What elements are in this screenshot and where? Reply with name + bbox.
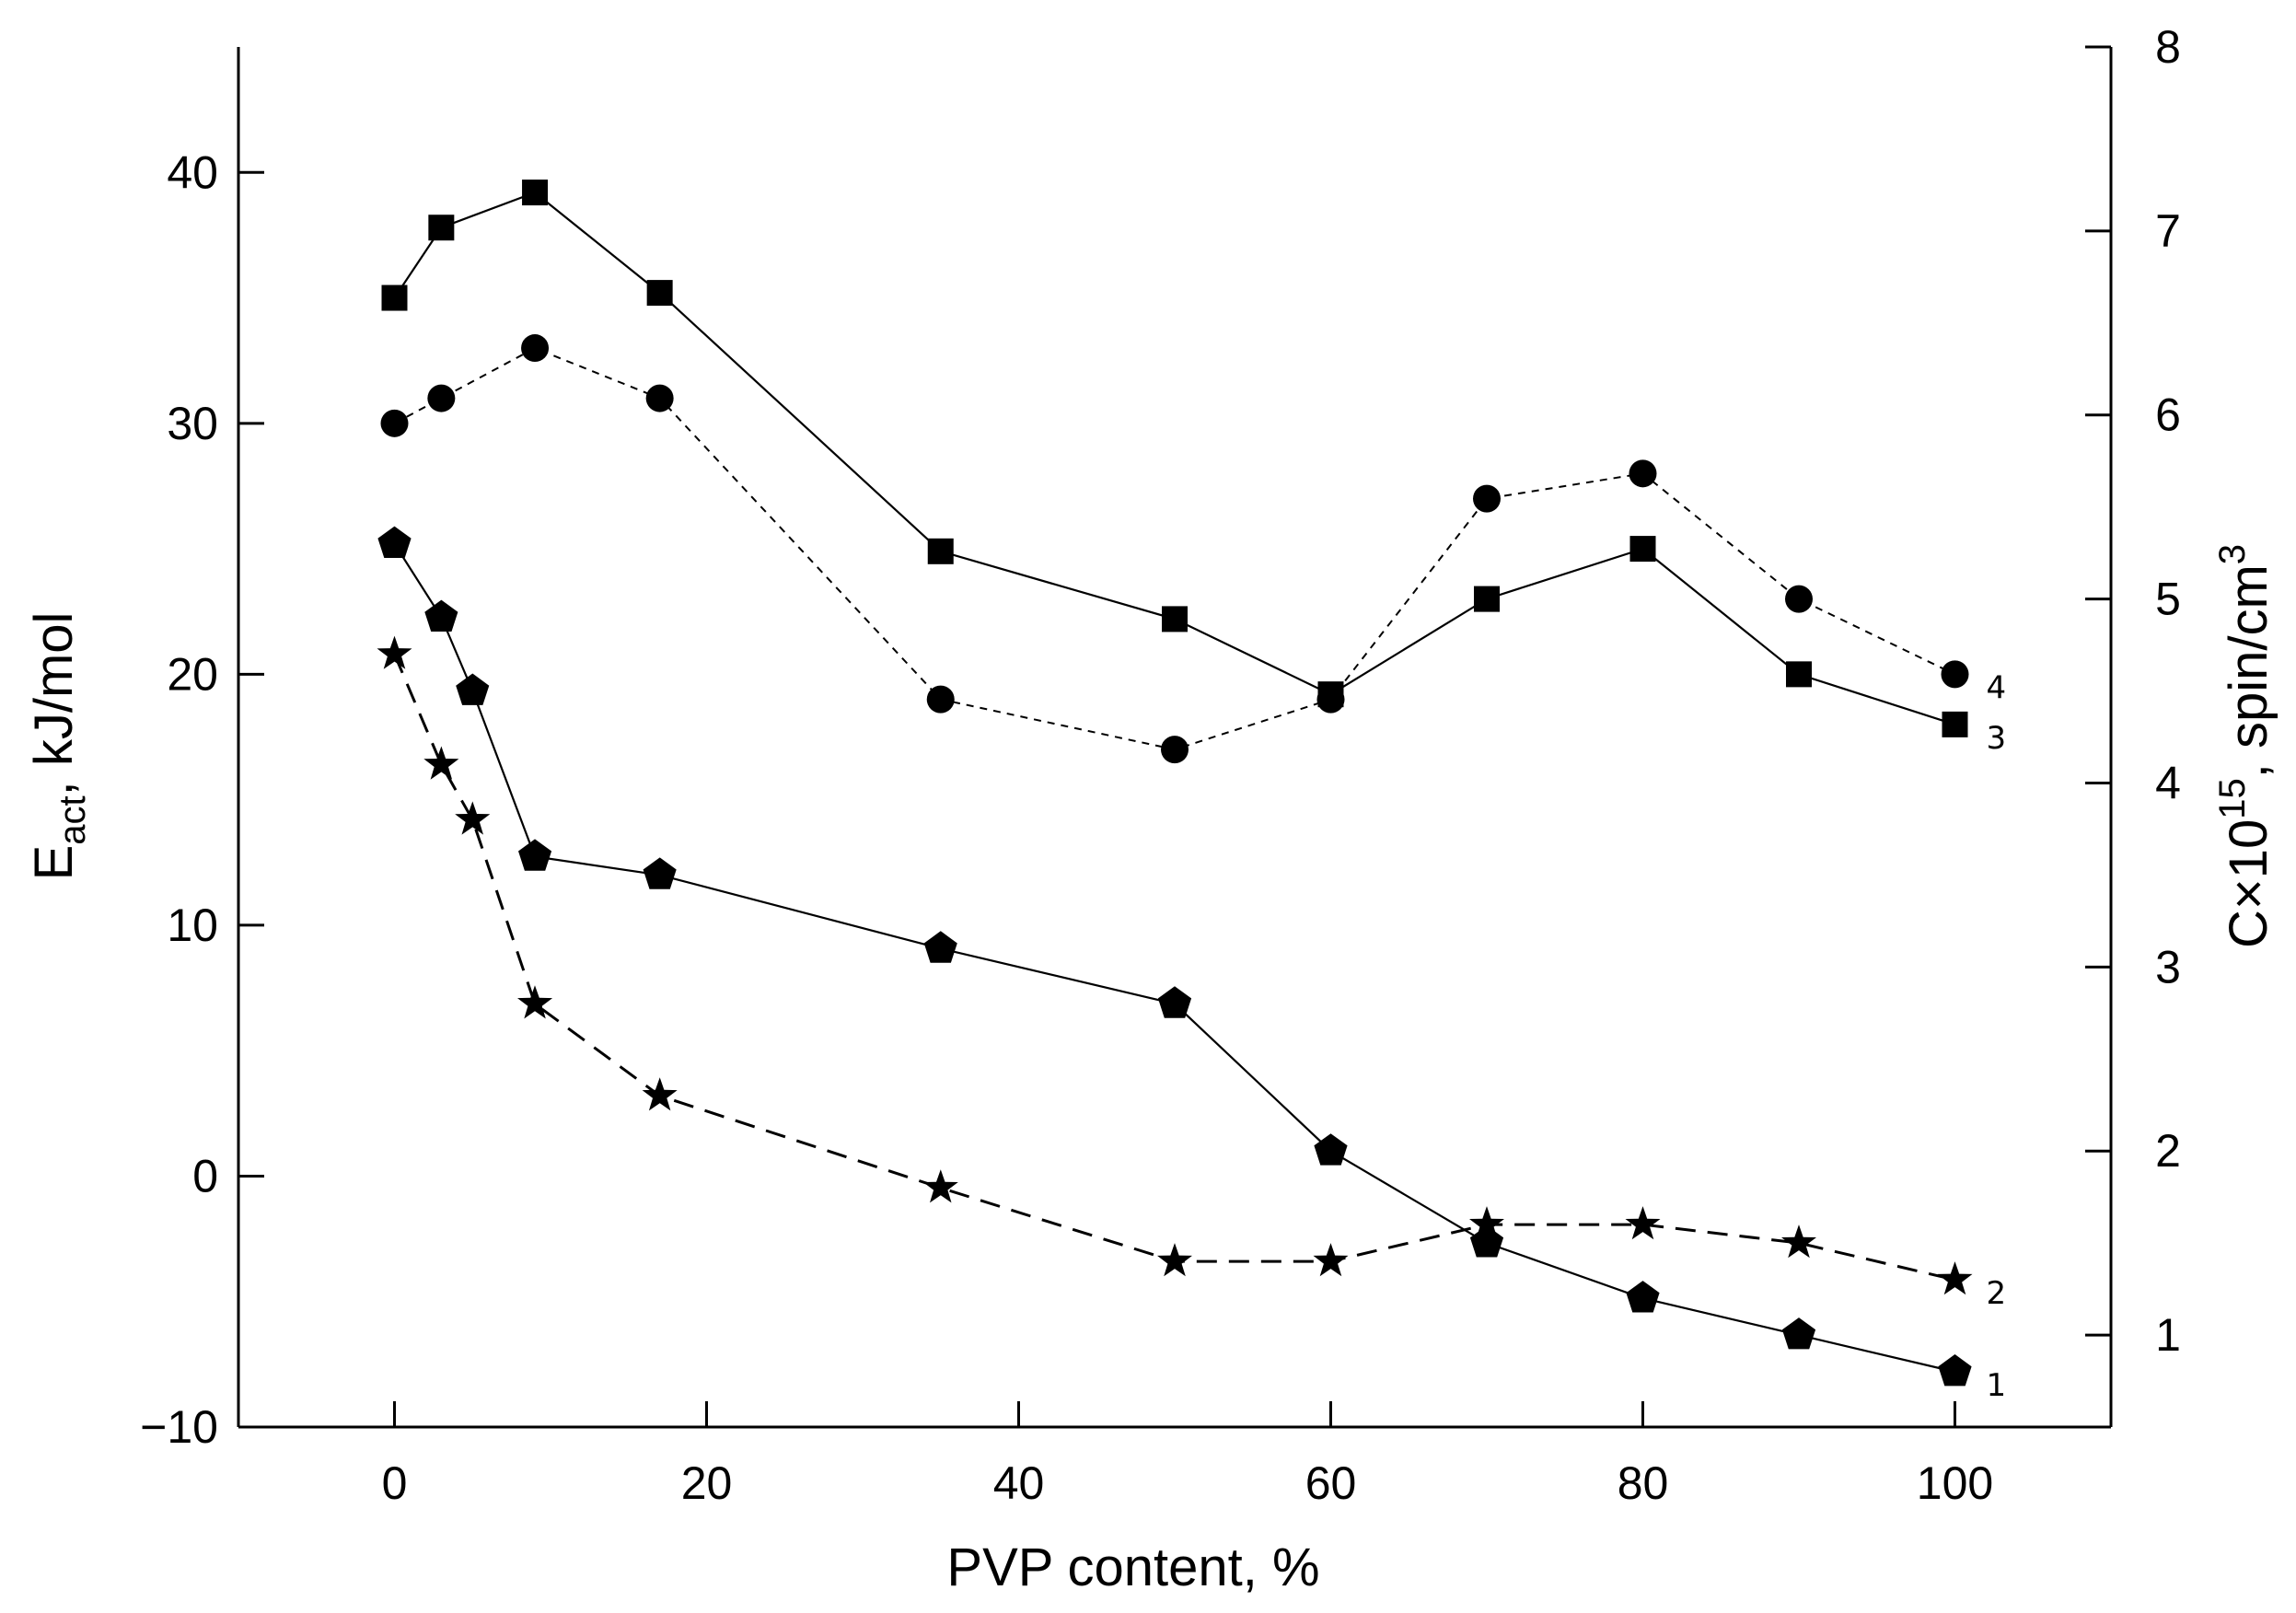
circle-marker	[1629, 459, 1657, 488]
y-right-tick-label: 1	[2155, 1309, 2181, 1361]
circle-marker	[521, 334, 550, 363]
y-left-title-rest: , kJ/mol	[24, 612, 84, 796]
pentagon-marker	[377, 526, 412, 558]
pentagon-marker	[424, 599, 458, 632]
star-marker	[1469, 1206, 1504, 1240]
star-marker	[423, 746, 459, 780]
star-marker	[377, 635, 412, 669]
series-1-label: 1	[1987, 1367, 2007, 1404]
circle-marker	[380, 409, 409, 437]
y-left-tick-label: 30	[167, 398, 218, 449]
pentagon-marker	[643, 857, 677, 889]
star-marker	[642, 1077, 678, 1111]
y-right-tick-label: 3	[2155, 941, 2181, 992]
y-right-title-main: C×10	[2219, 819, 2279, 948]
star-marker	[455, 801, 491, 835]
circle-marker	[1473, 484, 1501, 513]
star-marker	[1781, 1224, 1816, 1259]
square-marker	[381, 284, 408, 311]
pentagon-marker	[1314, 1133, 1348, 1166]
y-left-tick-label: 40	[167, 146, 218, 198]
square-marker	[428, 215, 455, 241]
circle-marker	[1785, 585, 1813, 613]
circle-marker	[1316, 685, 1345, 714]
x-tick-label: 20	[681, 1457, 733, 1509]
y-left-tick-label: 20	[167, 648, 218, 700]
star-marker	[1625, 1206, 1661, 1240]
series-1: 1	[377, 526, 2007, 1404]
y-left-tick-label: 10	[167, 899, 218, 951]
star-marker	[517, 985, 553, 1019]
y-left-tick-label: 0	[192, 1150, 218, 1201]
series-4: 4	[380, 334, 2007, 764]
y-left-tick-label: −10	[140, 1401, 218, 1453]
series-2-label: 2	[1987, 1275, 2007, 1312]
x-tick-label: 40	[993, 1457, 1045, 1509]
circle-marker	[645, 384, 674, 412]
series-2-line	[393, 654, 1955, 1282]
square-marker	[1786, 661, 1812, 688]
series-layer: 3 4 2 1	[377, 180, 2007, 1404]
pentagon-marker	[518, 839, 552, 871]
circle-marker	[427, 384, 456, 412]
circle-marker	[926, 685, 955, 714]
square-marker	[1942, 711, 1968, 737]
pentagon-marker	[923, 931, 957, 963]
series-3: 3	[381, 180, 2007, 757]
square-marker	[1162, 606, 1188, 632]
pentagon-marker	[456, 673, 490, 705]
square-marker	[522, 180, 549, 206]
circle-marker	[1941, 660, 1969, 689]
y-right-tick-label: 4	[2155, 757, 2181, 808]
axes-layer: 0 20 40 60 80 100 −10 0 10 20 30 40 1 2 3 4 5 6 7 8	[140, 21, 2181, 1509]
y-right-tick-label: 7	[2155, 205, 2181, 257]
y-left-title-sub: act	[52, 795, 93, 844]
x-axis-title: PVP content, %	[946, 1538, 1319, 1597]
pentagon-marker	[1469, 1225, 1504, 1258]
square-marker	[646, 280, 673, 307]
pentagon-marker	[1626, 1281, 1660, 1313]
series-3-line	[393, 191, 1955, 725]
y-left-axis-title: Eact, kJ/mol	[24, 612, 93, 881]
circle-marker	[1161, 736, 1189, 764]
x-tick-label: 60	[1305, 1457, 1357, 1509]
y-right-axis-title: C×1015, spin/cm3	[2212, 544, 2279, 948]
pentagon-marker	[1781, 1317, 1816, 1350]
series-4-line	[394, 346, 1955, 751]
x-tick-label: 80	[1618, 1457, 1669, 1509]
square-marker	[927, 538, 954, 564]
x-tick-label: 100	[1917, 1457, 1993, 1509]
square-marker	[1474, 586, 1500, 612]
y-right-tick-label: 5	[2155, 574, 2181, 625]
series-2: 2	[377, 635, 2007, 1312]
series-4-label: 4	[1987, 669, 2007, 706]
star-marker	[1313, 1243, 1349, 1277]
y-left-title-main: E	[24, 845, 84, 881]
y-right-title-sup: 15	[2212, 778, 2253, 819]
x-tick-label: 0	[382, 1457, 408, 1509]
y-right-tick-label: 2	[2155, 1125, 2181, 1177]
star-marker	[1937, 1261, 1973, 1295]
y-right-title-mid: , spin/cm	[2219, 564, 2279, 778]
series-3-label: 3	[1987, 720, 2007, 757]
square-marker	[1629, 536, 1656, 563]
star-marker	[922, 1169, 958, 1203]
y-right-tick-label: 8	[2155, 21, 2181, 73]
y-right-tick-label: 6	[2155, 389, 2181, 441]
pentagon-marker	[1938, 1354, 1972, 1387]
pentagon-marker	[1157, 986, 1192, 1018]
star-marker	[1157, 1243, 1192, 1277]
y-right-title-sup2: 3	[2212, 544, 2253, 564]
